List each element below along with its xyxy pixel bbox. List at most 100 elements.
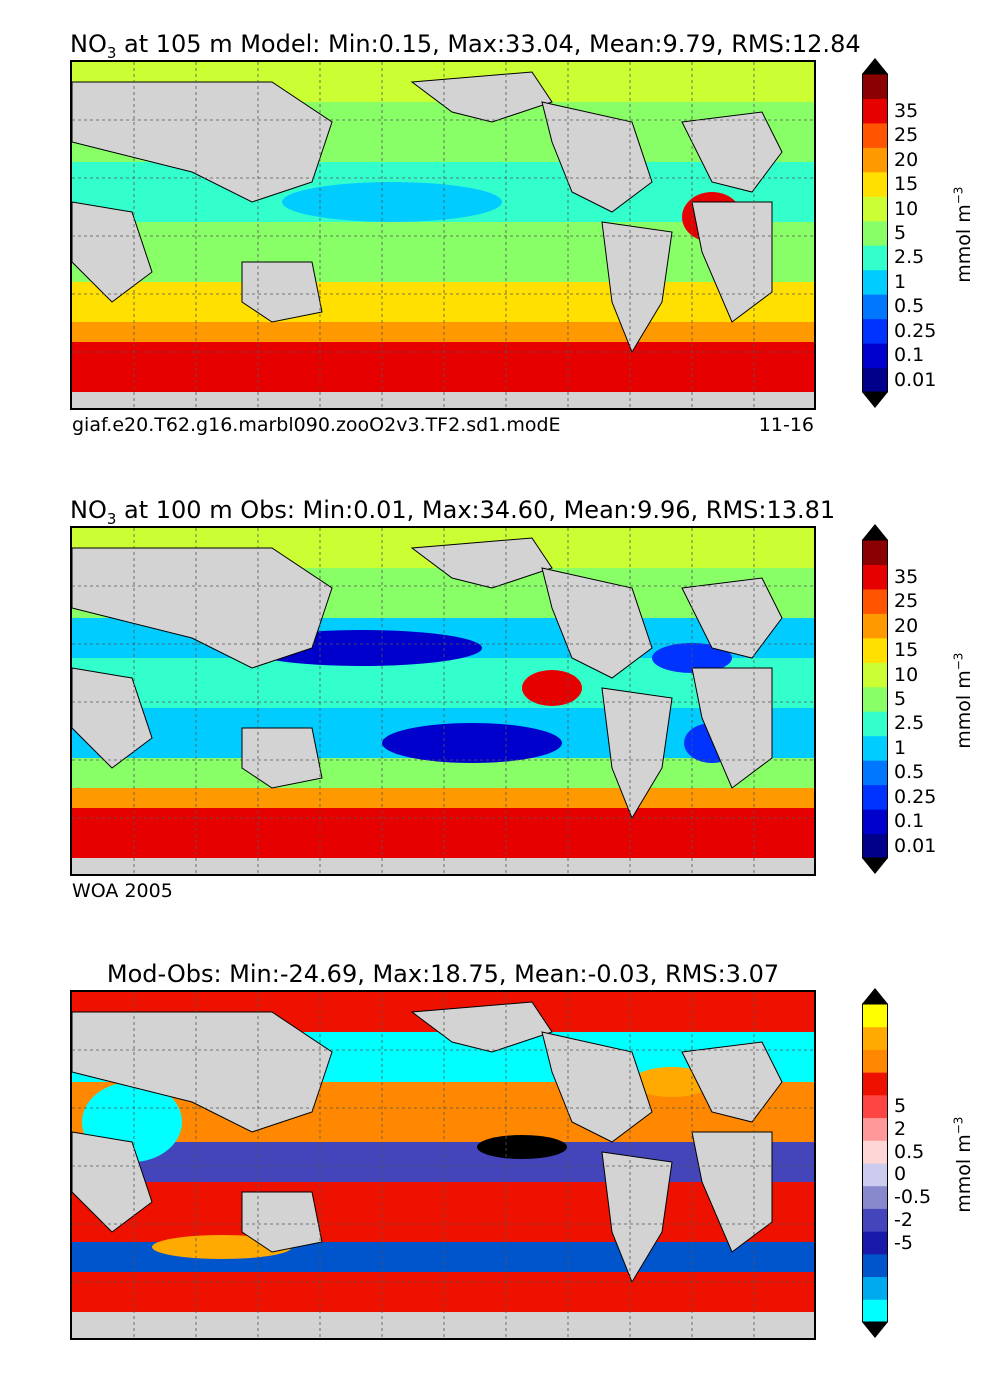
map-diff-field [72,992,814,1338]
colorbar-tick-label: 2.5 [894,246,925,269]
colorbar-tick-label: -5 [894,1231,913,1254]
colorbar-segment [862,1208,888,1232]
colorbar-units: mmol m−3 [951,186,975,283]
colorbar-segment [862,1185,888,1209]
colorbar-segment [862,588,888,614]
colorbar-units: mmol m−3 [951,652,975,749]
colorbar-tick-label: 15 [894,173,919,196]
colorbar-segment [862,540,888,565]
colorbar-segment [862,196,888,222]
colorbar-segment [862,637,888,663]
colorbar-extend-low [862,392,888,408]
colorbar-segment [862,122,888,148]
colorbar-segment [862,367,888,393]
colorbar-segment [862,760,888,786]
colorbar-segment [862,564,888,590]
colorbar-tick-label: 0 [894,1163,907,1186]
colorbar-segment [862,147,888,173]
map-obs [70,526,816,876]
colorbar-segment [862,294,888,320]
model-panel: NO3 at 105 m Model: Min:0.15, Max:33.04,… [0,0,1004,460]
colorbar-outline [862,73,888,393]
run-name: giaf.e20.T62.g16.marbl090.zooO2v3.TF2.sd… [72,414,561,436]
colorbar-segment [862,686,888,712]
colorbar-segment [862,735,888,761]
obs-panel: NO3 at 100 m Obs: Min:0.01, Max:34.60, M… [0,466,1004,926]
colorbar-tick-label: 5 [894,688,907,710]
map-diff [70,990,816,1340]
colorbar-tick-label: 35 [894,565,919,588]
colorbar-segment [862,1026,888,1050]
colorbar-segment [862,269,888,295]
colorbar-tick-label: 2 [894,1117,907,1140]
colorbar-tick-label: 0.25 [894,319,937,342]
colorbar-tick-label: 0.1 [894,810,925,833]
map-model [70,60,816,410]
colorbar-segment [862,245,888,271]
colorbar-segment [862,171,888,197]
obs-source: WOA 2005 [72,880,173,902]
colorbar-tick-label: 2.5 [894,712,925,735]
colorbar-segment [862,1231,888,1255]
colorbar-tick-label: 1 [894,736,907,759]
colorbar-extend-low [862,1322,888,1338]
colorbar-tick-label: 20 [894,148,919,171]
map-obs-field [72,528,814,874]
colorbar-tick-label: 5 [894,222,907,244]
date-range: 11-16 [758,414,814,436]
colorbar-tick-label: 35 [894,99,919,122]
map-model-field [72,62,814,408]
colorbar-tick-label: -0.5 [894,1186,932,1209]
colorbar-tick-label: 20 [894,614,919,637]
colorbar-obs [862,524,888,874]
colorbar-tick-label: 0.5 [894,761,925,784]
colorbar-tick-label: 25 [894,590,919,613]
colorbar-tick-label: 5 [894,1095,907,1118]
colorbar-segment [862,1276,888,1300]
colorbar-segment [862,1004,888,1028]
diff-panel: Mod-Obs: Min:-24.69, Max:18.75, Mean:-0.… [0,930,1004,1390]
colorbar-outline [862,539,888,859]
panel-title: NO3 at 105 m Model: Min:0.15, Max:33.04,… [70,30,861,62]
colorbar-segment [862,220,888,246]
colorbar-tick-label: 10 [894,663,919,686]
panel-title: Mod-Obs: Min:-24.69, Max:18.75, Mean:-0.… [106,960,780,988]
colorbar-tick-label: 1 [894,270,907,293]
colorbar-segment [862,1140,888,1164]
colorbar-segment [862,343,888,369]
colorbar-extend-low [862,858,888,874]
colorbar-tick-label: 0.1 [894,344,925,367]
colorbar-model [862,58,888,408]
colorbar-segment [862,98,888,124]
panel-title: NO3 at 100 m Obs: Min:0.01, Max:34.60, M… [70,496,836,528]
colorbar-tick-label: 0.01 [894,834,937,857]
colorbar-tick-label: 0.5 [894,295,925,318]
colorbar-extend-high [862,524,888,540]
colorbar-segment [862,318,888,344]
colorbar-segment [862,1072,888,1096]
colorbar-tick-label: 25 [894,124,919,147]
colorbar-tick-label: 15 [894,639,919,662]
colorbar-units: mmol m−3 [951,1116,975,1213]
colorbar-segment [862,613,888,639]
colorbar-tick-label: 0.01 [894,368,937,391]
colorbar-segment [862,1299,888,1323]
colorbar-segment [862,74,888,99]
colorbar-segment [862,1163,888,1187]
colorbar-extend-high [862,58,888,74]
colorbar-outline [862,1003,888,1323]
colorbar-segment [862,1117,888,1141]
colorbar-segment [862,1049,888,1073]
colorbar-segment [862,1094,888,1119]
colorbar-tick-label: 0.25 [894,785,937,808]
colorbar-tick-label: 10 [894,197,919,220]
colorbar-segment [862,662,888,688]
colorbar-segment [862,784,888,810]
colorbar-diff [862,988,888,1338]
colorbar-extend-high [862,988,888,1004]
colorbar-tick-label: -2 [894,1208,913,1231]
colorbar-tick-label: 0.5 [894,1140,925,1163]
colorbar-segment [862,809,888,835]
colorbar-segment [862,1253,888,1278]
colorbar-segment [862,711,888,737]
